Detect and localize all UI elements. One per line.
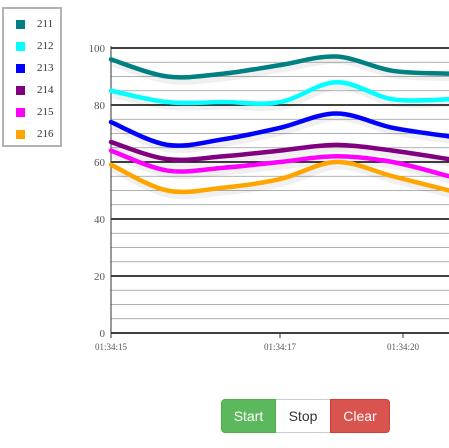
legend-label-213: 213 xyxy=(37,62,54,74)
legend-label-215: 215 xyxy=(37,106,54,118)
series-shadow-213 xyxy=(111,112,449,154)
series-line-215 xyxy=(108,148,449,179)
x-tick-label: 01:34:15 xyxy=(95,342,128,352)
series-shadow-216 xyxy=(111,160,449,200)
legend-swatch-212 xyxy=(16,41,25,51)
y-tick-label: 0 xyxy=(100,328,106,340)
legend-label-212: 212 xyxy=(37,40,54,52)
legend-swatch-214 xyxy=(16,85,25,95)
series-line-213 xyxy=(108,111,449,148)
stop-button[interactable]: Stop xyxy=(276,399,330,433)
legend-item-212: 212 xyxy=(16,39,54,53)
chart-legend: 211 212 213 214 215 216 xyxy=(2,7,62,147)
legend-item-215: 215 xyxy=(16,105,54,119)
line-chart: 0 20 40 60 80 100 01:34:15 01:34:17 01:34:20 xyxy=(89,43,449,352)
series-shadow-212 xyxy=(112,80,449,112)
clear-button[interactable]: Clear xyxy=(330,399,390,433)
start-button[interactable]: Start xyxy=(221,399,276,433)
legend-swatch-211 xyxy=(16,19,25,29)
series-shadow-214 xyxy=(111,140,449,168)
legend-label-214: 214 xyxy=(37,84,54,96)
series-line-216 xyxy=(108,159,449,195)
legend-item-214: 214 xyxy=(16,83,54,97)
legend-label-216: 216 xyxy=(37,128,54,140)
x-tick-label: 01:34:17 xyxy=(264,342,297,352)
legend-item-216: 216 xyxy=(16,127,54,141)
legend-swatch-215 xyxy=(16,107,25,117)
series-shadow-211 xyxy=(111,55,449,85)
legend-item-213: 213 xyxy=(16,61,54,75)
y-tick-label: 40 xyxy=(94,214,106,226)
x-tick-label: 01:34:20 xyxy=(387,342,420,352)
y-tick-label: 80 xyxy=(94,100,106,112)
chart-controls: Start Stop Clear xyxy=(221,399,390,433)
series-line-212 xyxy=(108,79,449,106)
series-line-211 xyxy=(108,54,449,80)
y-tick-label: 20 xyxy=(94,271,106,283)
series-line-214 xyxy=(108,139,449,163)
legend-label-211: 211 xyxy=(37,18,54,30)
series-shadow-215 xyxy=(111,149,449,184)
y-tick-label: 100 xyxy=(89,43,106,55)
legend-swatch-216 xyxy=(16,129,25,139)
y-tick-label: 60 xyxy=(94,157,106,169)
legend-swatch-213 xyxy=(16,63,25,73)
legend-item-211: 211 xyxy=(16,17,53,31)
